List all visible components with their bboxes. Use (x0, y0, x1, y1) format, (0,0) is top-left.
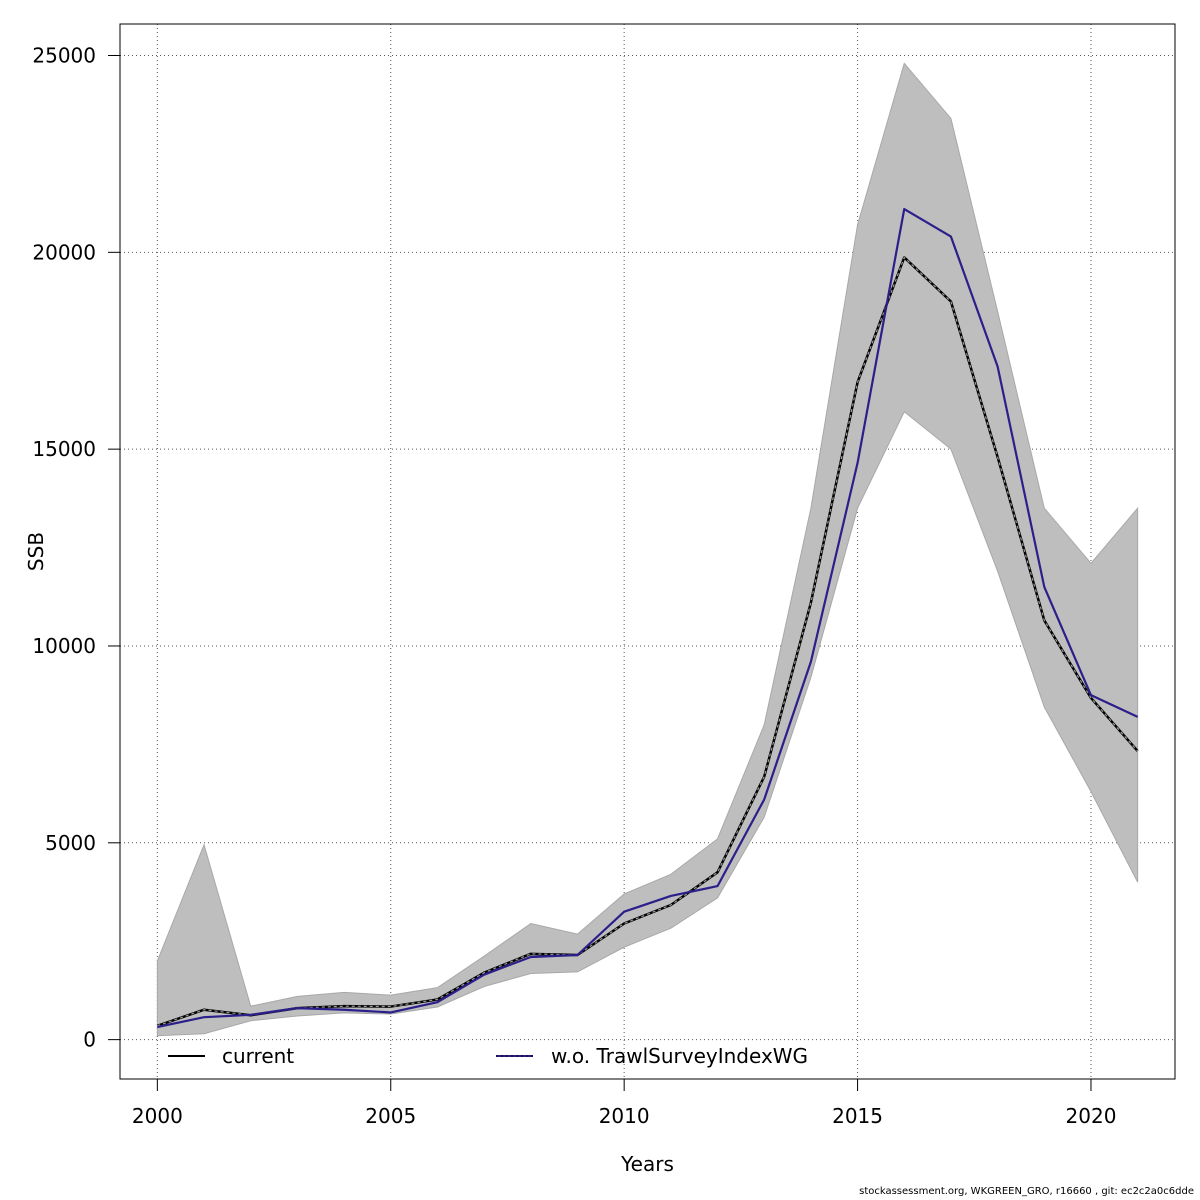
series-lines (156, 207, 1139, 1029)
confidence-band (156, 62, 1139, 1037)
x-tick-label-2020: 2020 (1066, 1104, 1117, 1128)
legend: current w.o. TrawlSurveyIndexWG (168, 1044, 808, 1068)
y-tick-label-10000: 10000 (32, 634, 96, 658)
x-tick-label-2000: 2000 (132, 1104, 183, 1128)
x-tick-label-2005: 2005 (365, 1104, 416, 1128)
legend-label-wo-trawl-survey: w.o. TrawlSurveyIndexWG (551, 1044, 808, 1068)
y-tick-label-20000: 20000 (32, 240, 96, 264)
x-axis: 2000 2005 2010 2015 2020 (132, 1078, 1117, 1128)
footer-note: stockassessment.org, WKGREEN_GRO, r16660… (859, 1186, 1194, 1197)
legend-label-current: current (222, 1044, 294, 1068)
y-axis: 0 5000 10000 15000 20000 25000 (32, 43, 121, 1052)
y-tick-label-15000: 15000 (32, 437, 96, 461)
x-tick-label-2015: 2015 (832, 1104, 883, 1128)
x-axis-title: Years (620, 1152, 674, 1176)
series-line-current-dash (157, 256, 1139, 1027)
x-tick-label-2010: 2010 (599, 1104, 650, 1128)
y-tick-label-0: 0 (83, 1028, 96, 1052)
series-line-wo-trawl-survey (157, 207, 1139, 1029)
y-axis-title: SSB (24, 532, 48, 571)
y-tick-label-25000: 25000 (32, 43, 96, 67)
y-tick-label-5000: 5000 (45, 831, 96, 855)
